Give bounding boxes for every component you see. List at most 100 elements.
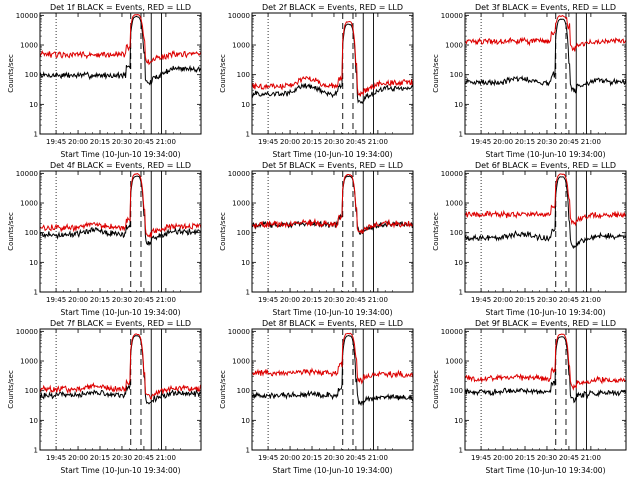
y-axis-label: Counts/sec bbox=[432, 54, 440, 93]
x-tick-label: 20:30 bbox=[324, 138, 344, 146]
x-tick-label: 20:45 bbox=[559, 138, 579, 146]
x-tick-label: 20:45 bbox=[559, 296, 579, 304]
series-line-lld bbox=[251, 20, 414, 97]
series-line-lld bbox=[251, 332, 414, 385]
series-line-lld bbox=[39, 333, 202, 400]
y-tick-label: 10 bbox=[241, 101, 250, 109]
x-tick-label: 20:00 bbox=[493, 296, 513, 304]
series-line-events bbox=[39, 335, 202, 405]
panel-det-4: Det 4f BLACK = Events, RED = LLD Start Ti… bbox=[7, 161, 202, 317]
y-tick-label: 1 bbox=[34, 289, 38, 297]
x-axis-label: Start Time (10-Jun-10 19:34:00) bbox=[486, 150, 606, 159]
x-tick-label: 20:00 bbox=[68, 138, 88, 146]
x-tick-label: 20:45 bbox=[134, 296, 154, 304]
y-tick-label: 1000 bbox=[20, 42, 38, 50]
x-axis-label: Start Time (10-Jun-10 19:34:00) bbox=[61, 308, 181, 317]
y-tick-label: 10 bbox=[29, 101, 38, 109]
series-line-events bbox=[252, 175, 414, 235]
y-tick-label: 100 bbox=[237, 229, 250, 237]
y-tick-label: 10000 bbox=[228, 328, 250, 336]
y-tick-label: 100 bbox=[25, 71, 38, 79]
panel-det-8: Det 8f BLACK = Events, RED = LLD Start Ti… bbox=[219, 319, 414, 475]
plot-frame bbox=[464, 328, 627, 451]
y-axis-label: Counts/sec bbox=[7, 212, 15, 251]
series-line-events bbox=[464, 18, 627, 94]
x-axis-label: Start Time (10-Jun-10 19:34:00) bbox=[273, 308, 393, 317]
y-tick-label: 1000 bbox=[445, 358, 463, 366]
panel-det-3: Det 3f BLACK = Events, RED = LLD Start Ti… bbox=[432, 3, 627, 159]
y-tick-label: 1000 bbox=[232, 200, 250, 208]
x-tick-label: 20:00 bbox=[68, 454, 88, 462]
chart-title: Det 9f BLACK = Events, RED = LLD bbox=[475, 319, 616, 328]
x-axis-label: Start Time (10-Jun-10 19:34:00) bbox=[273, 150, 393, 159]
x-tick-label: 20:45 bbox=[346, 138, 366, 146]
x-tick-label: 19:45 bbox=[258, 454, 278, 462]
x-tick-label: 20:00 bbox=[280, 138, 300, 146]
series-line-events bbox=[464, 336, 627, 404]
x-tick-label: 19:45 bbox=[46, 454, 66, 462]
y-tick-label: 1000 bbox=[445, 200, 463, 208]
x-tick-label: 20:30 bbox=[112, 138, 132, 146]
x-tick-label: 19:45 bbox=[258, 138, 278, 146]
x-tick-label: 20:30 bbox=[324, 454, 344, 462]
plot-frame bbox=[39, 170, 202, 293]
series-line-lld bbox=[464, 333, 627, 391]
x-tick-label: 20:15 bbox=[90, 454, 110, 462]
chart-title: Det 5f BLACK = Events, RED = LLD bbox=[262, 161, 403, 170]
x-tick-label: 20:00 bbox=[280, 296, 300, 304]
x-tick-label: 19:45 bbox=[46, 138, 66, 146]
x-tick-label: 20:15 bbox=[302, 138, 322, 146]
x-tick-label: 20:45 bbox=[346, 296, 366, 304]
plot-frame bbox=[251, 12, 414, 135]
y-tick-label: 1000 bbox=[232, 358, 250, 366]
series-line-events bbox=[464, 176, 627, 250]
x-axis-label: Start Time (10-Jun-10 19:34:00) bbox=[273, 466, 393, 475]
chart-title: Det 7f BLACK = Events, RED = LLD bbox=[50, 319, 191, 328]
x-tick-label: 20:15 bbox=[302, 296, 322, 304]
y-tick-label: 10 bbox=[29, 259, 38, 267]
series-line-lld bbox=[464, 173, 627, 227]
x-tick-label: 21:00 bbox=[156, 296, 176, 304]
x-tick-label: 20:15 bbox=[90, 296, 110, 304]
y-tick-label: 10000 bbox=[16, 328, 38, 336]
x-tick-label: 20:30 bbox=[537, 454, 557, 462]
y-tick-label: 100 bbox=[450, 71, 463, 79]
x-tick-label: 19:45 bbox=[471, 138, 491, 146]
chart-title: Det 1f BLACK = Events, RED = LLD bbox=[50, 3, 191, 12]
x-tick-label: 20:30 bbox=[537, 138, 557, 146]
panel-det-9: Det 9f BLACK = Events, RED = LLD Start Ti… bbox=[432, 319, 627, 475]
plot-frame bbox=[251, 170, 414, 293]
x-tick-label: 21:00 bbox=[581, 454, 601, 462]
panel-det-5: Det 5f BLACK = Events, RED = LLD Start Ti… bbox=[219, 161, 414, 317]
x-tick-label: 20:00 bbox=[493, 138, 513, 146]
y-axis-label: Counts/sec bbox=[7, 54, 15, 93]
y-tick-label: 10 bbox=[454, 101, 463, 109]
x-axis-label: Start Time (10-Jun-10 19:34:00) bbox=[61, 466, 181, 475]
x-tick-label: 21:00 bbox=[368, 296, 388, 304]
y-tick-label: 10 bbox=[454, 259, 463, 267]
y-tick-label: 10 bbox=[241, 417, 250, 425]
y-axis-label: Counts/sec bbox=[219, 54, 227, 93]
chart-title: Det 3f BLACK = Events, RED = LLD bbox=[475, 3, 616, 12]
y-tick-label: 10000 bbox=[441, 328, 463, 336]
x-tick-label: 21:00 bbox=[156, 138, 176, 146]
y-tick-label: 1 bbox=[459, 131, 463, 139]
x-tick-label: 20:15 bbox=[302, 454, 322, 462]
y-tick-label: 1 bbox=[246, 289, 250, 297]
y-tick-label: 10 bbox=[454, 417, 463, 425]
x-tick-label: 21:00 bbox=[581, 296, 601, 304]
x-tick-label: 19:45 bbox=[46, 296, 66, 304]
series-line-events bbox=[39, 15, 202, 86]
x-tick-label: 20:45 bbox=[346, 454, 366, 462]
x-tick-label: 21:00 bbox=[156, 454, 176, 462]
plot-frame bbox=[464, 170, 627, 293]
x-tick-label: 20:30 bbox=[112, 454, 132, 462]
x-axis-label: Start Time (10-Jun-10 19:34:00) bbox=[61, 150, 181, 159]
y-tick-label: 10000 bbox=[228, 12, 250, 20]
y-tick-label: 1 bbox=[246, 447, 250, 455]
y-axis-label: Counts/sec bbox=[432, 370, 440, 409]
y-axis-label: Counts/sec bbox=[219, 212, 227, 251]
plot-frame bbox=[464, 12, 627, 135]
series-line-lld bbox=[464, 15, 627, 52]
y-axis-label: Counts/sec bbox=[7, 370, 15, 409]
